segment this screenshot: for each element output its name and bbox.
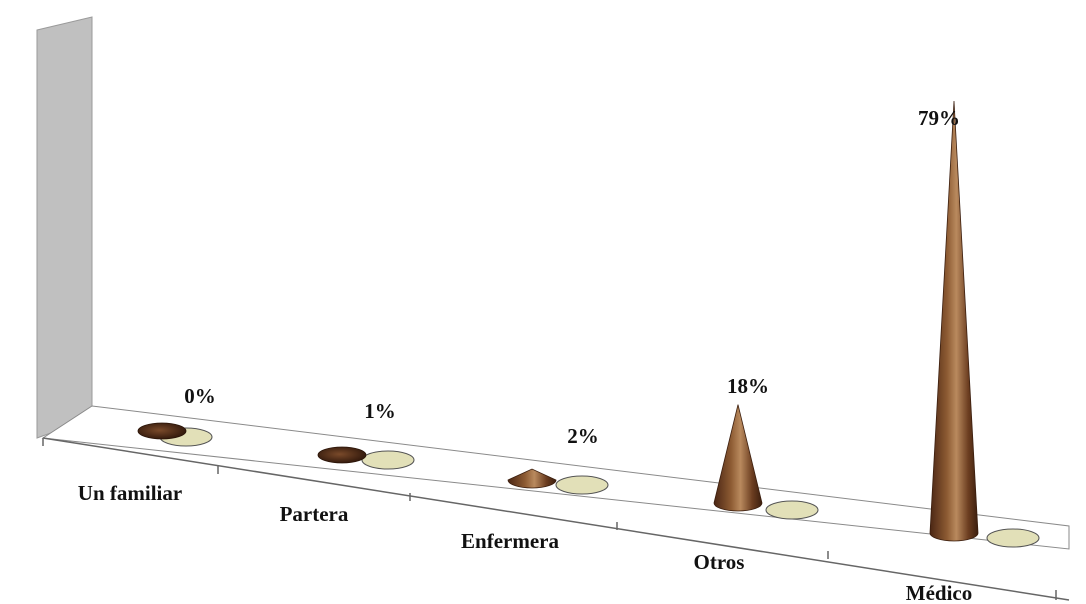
cone-shadow [555, 475, 609, 495]
category-label: Partera [280, 502, 349, 526]
cone-bar [317, 446, 367, 464]
cone-shadow [765, 500, 819, 520]
category-label: Médico [906, 581, 972, 604]
data-label: 79% [918, 106, 960, 130]
x-axis-labels: Un familiar Partera Enfermera Otros Médi… [78, 481, 972, 604]
x-axis-ticks [42, 438, 1057, 600]
cone-bar [929, 100, 979, 542]
cone-bar [507, 468, 557, 489]
category-label: Un familiar [78, 481, 182, 505]
category-label: Enfermera [461, 529, 559, 553]
data-label: 18% [727, 374, 769, 398]
x-axis-line [42, 437, 1070, 601]
chart-marks [137, 100, 1040, 548]
floor [41, 405, 1070, 550]
back-wall [36, 16, 93, 439]
cone-bar [713, 404, 763, 512]
category-label: Otros [694, 550, 745, 574]
cone-shadow [361, 450, 415, 470]
cone-bar [137, 422, 187, 440]
data-label: 1% [364, 399, 396, 423]
data-label: 2% [567, 424, 599, 448]
cone-shadow [986, 528, 1040, 548]
data-labels: 0% 1% 2% 18% 79% [184, 106, 960, 448]
data-label: 0% [184, 384, 216, 408]
